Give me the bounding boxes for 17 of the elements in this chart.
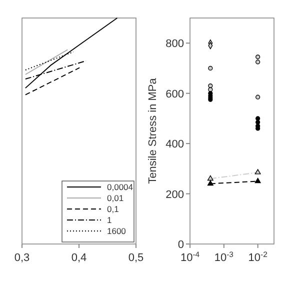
x-tick-label: 10$^{-4}$ — [180, 250, 200, 264]
x-tick-label: 10$^{-2}$ — [248, 250, 268, 264]
y-tick-label: 0 — [178, 239, 184, 251]
y-tick-label: 600 — [166, 88, 184, 100]
legend-label: 1 — [107, 215, 112, 225]
y-tick-label: 400 — [166, 138, 184, 151]
y-tick-label: 200 — [166, 188, 184, 201]
legend-label: 0,0004 — [107, 182, 134, 192]
legend-label: 0,1 — [107, 204, 120, 214]
x-tick-label: 0,3 — [14, 252, 30, 264]
x-tick-label: 0,4 — [71, 252, 87, 264]
y-axis-title: Tensile Stress in MPa — [147, 77, 159, 184]
x-tick-label: 10$^{-3}$ — [214, 250, 234, 264]
y-tick-label: 800 — [166, 38, 184, 50]
x-tick-label: 0,5 — [128, 252, 144, 264]
legend-label: 1600 — [107, 226, 126, 236]
legend-label: 0,01 — [107, 193, 124, 203]
